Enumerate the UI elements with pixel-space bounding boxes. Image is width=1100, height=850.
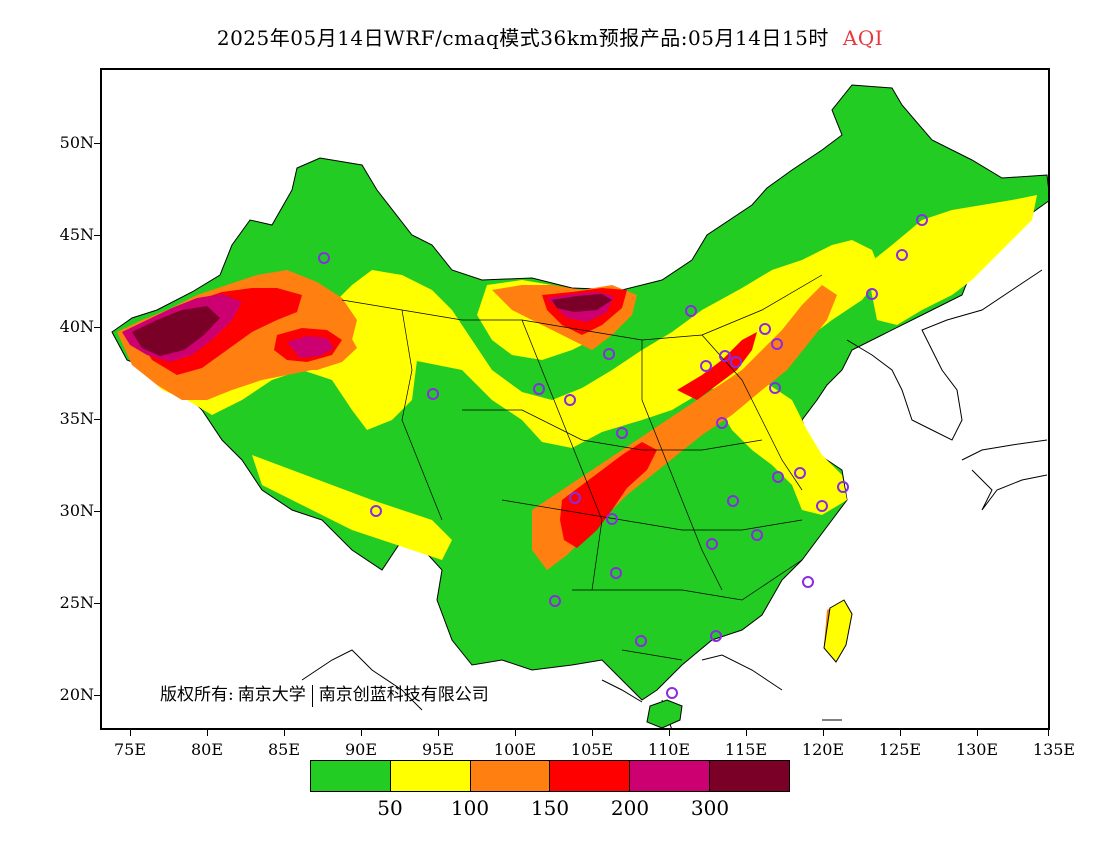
- legend-value: 200: [610, 796, 650, 820]
- legend-swatch-unhealthy: [550, 761, 631, 791]
- lat-tick: [94, 511, 102, 512]
- lon-label: 85E: [267, 740, 301, 759]
- lon-label: 135E: [1032, 740, 1076, 759]
- map-title: 2025年05月14日WRF/cmaq模式36km预报产品:05月14日15时 A…: [0, 22, 1100, 51]
- legend-swatch-usg: [470, 761, 551, 791]
- lat-tick: [94, 235, 102, 236]
- copyright-org-chuanglan: 南京创蓝科技有限公司: [318, 685, 489, 705]
- lon-label: 105E: [570, 740, 614, 759]
- lon-tick: [515, 729, 516, 736]
- lat-tick: [94, 419, 102, 420]
- island-hainan: [646, 699, 683, 728]
- region-unhealthy-hebei: [677, 332, 757, 400]
- legend-swatch-very-unhealthy: [630, 761, 711, 791]
- map-title-main: 2025年05月14日WRF/cmaq模式36km预报产品:05月14日15时: [216, 26, 829, 50]
- legend-value: 150: [530, 796, 570, 820]
- lat-label: 45N: [59, 225, 94, 244]
- lon-label: 90E: [344, 740, 378, 759]
- lon-label: 95E: [421, 740, 455, 759]
- lat-label: 50N: [59, 133, 94, 152]
- lon-tick: [823, 729, 824, 736]
- legend-swatch-hazardous: [710, 761, 789, 791]
- lon-label: 130E: [955, 740, 999, 759]
- island-taiwan: [823, 599, 853, 663]
- lon-tick: [361, 729, 362, 736]
- region-hazardous-north: [552, 294, 612, 312]
- lon-label: 75E: [113, 740, 147, 759]
- lon-tick: [438, 729, 439, 736]
- lat-label: 40N: [59, 317, 94, 336]
- region-unhealthy-sichuan: [560, 442, 657, 548]
- lon-label: 120E: [801, 740, 845, 759]
- lon-tick: [746, 729, 747, 736]
- lon-tick: [284, 729, 285, 736]
- lon-tick: [207, 729, 208, 736]
- aqi-legend: [310, 760, 790, 792]
- lat-label: 35N: [59, 409, 94, 428]
- lon-tick: [900, 729, 901, 736]
- copyright-divider: [311, 684, 313, 707]
- lon-label: 80E: [190, 740, 224, 759]
- lon-tick: [130, 729, 131, 736]
- legend-swatch-good: [311, 761, 391, 791]
- lon-label: 125E: [878, 740, 922, 759]
- map-title-aqi: AQI: [842, 26, 884, 50]
- legend-swatch-moderate: [390, 761, 471, 791]
- aqi-map-canvas: [111, 84, 1048, 728]
- lon-tick: [977, 729, 978, 736]
- copyright-notice: 版权所有: 南京大学 南京创蓝科技有限公司: [160, 680, 489, 707]
- aqi-map: [100, 68, 1050, 730]
- region-moderate-northeast: [867, 195, 1037, 325]
- legend-value: 300: [690, 796, 730, 820]
- legend-value: 50: [377, 796, 403, 820]
- copyright-label: 版权所有:: [160, 685, 234, 705]
- lon-tick: [669, 729, 670, 736]
- lon-label: 110E: [647, 740, 691, 759]
- lat-tick: [94, 327, 102, 328]
- region-moderate-central: [202, 240, 882, 448]
- lon-label: 115E: [724, 740, 768, 759]
- lat-label: 30N: [59, 501, 94, 520]
- lon-tick: [1048, 729, 1049, 736]
- lat-tick: [94, 143, 102, 144]
- lon-tick: [592, 729, 593, 736]
- lat-label: 25N: [59, 593, 94, 612]
- lat-label: 20N: [59, 685, 94, 704]
- region-moderate-east: [717, 370, 847, 515]
- region-very-unhealthy-tarim: [287, 336, 334, 358]
- province-borders: [341, 274, 823, 661]
- lat-tick: [94, 695, 102, 696]
- lon-label: 100E: [493, 740, 537, 759]
- region-hazardous-west: [132, 306, 220, 356]
- coastline-korea-japan: [846, 269, 1048, 511]
- lat-tick: [94, 603, 102, 604]
- legend-value: 100: [450, 796, 490, 820]
- copyright-org-nju: 南京大学: [237, 685, 306, 705]
- region-moderate-tibet: [252, 455, 452, 560]
